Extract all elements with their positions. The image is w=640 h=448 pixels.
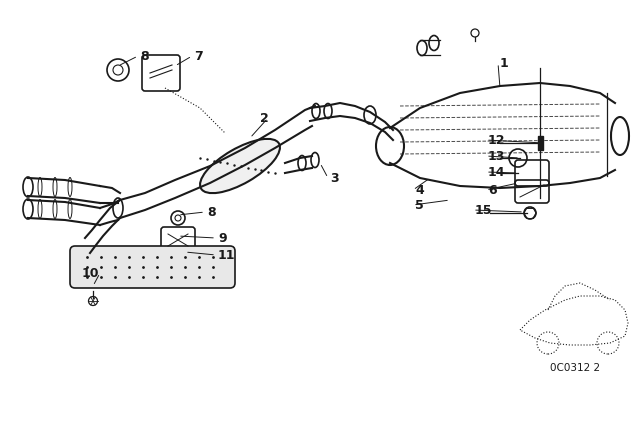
Text: 12: 12 xyxy=(488,134,506,146)
Text: 10: 10 xyxy=(82,267,99,280)
Text: 14: 14 xyxy=(488,165,506,178)
Text: 1: 1 xyxy=(500,56,509,69)
Ellipse shape xyxy=(200,139,280,193)
Text: 7: 7 xyxy=(194,49,203,63)
Text: 11: 11 xyxy=(218,249,236,262)
Text: 13: 13 xyxy=(488,150,506,163)
Text: 4: 4 xyxy=(415,184,424,197)
Text: 8: 8 xyxy=(140,49,148,63)
Text: 15: 15 xyxy=(475,203,493,216)
Text: 3: 3 xyxy=(330,172,339,185)
Bar xyxy=(538,136,543,150)
Text: 0C0312 2: 0C0312 2 xyxy=(550,363,600,373)
Text: 6: 6 xyxy=(488,184,497,197)
Text: 8: 8 xyxy=(207,206,216,219)
FancyBboxPatch shape xyxy=(70,246,235,288)
Text: 5: 5 xyxy=(415,198,424,211)
Text: 2: 2 xyxy=(260,112,269,125)
Text: 9: 9 xyxy=(218,232,227,245)
